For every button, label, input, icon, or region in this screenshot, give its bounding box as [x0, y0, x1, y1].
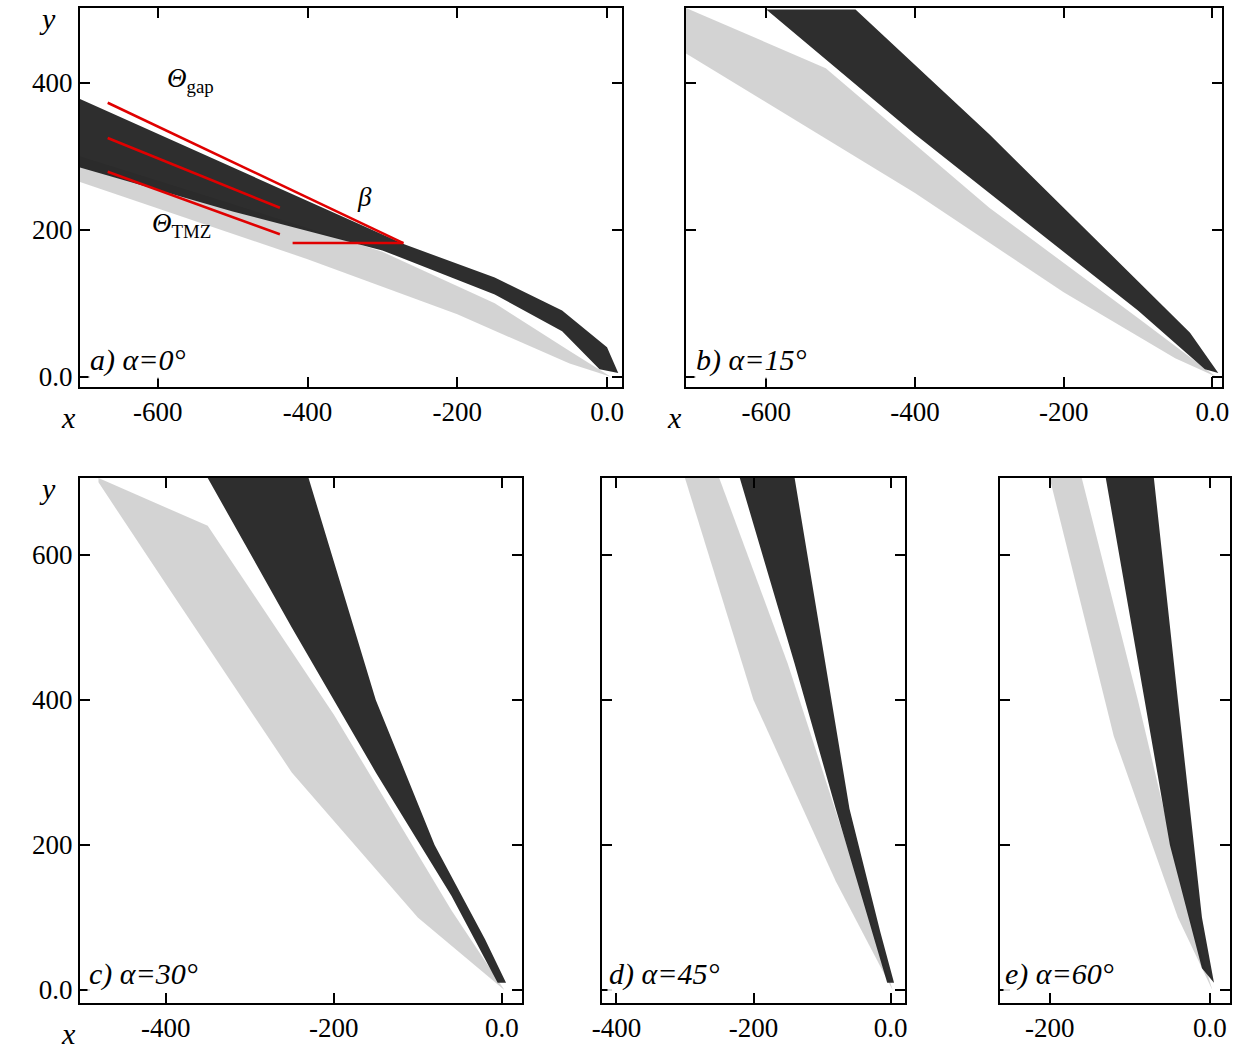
svg-text:x: x	[667, 401, 682, 434]
svg-text:b) α=15°: b) α=15°	[696, 343, 806, 377]
svg-text:0.0: 0.0	[1193, 1013, 1227, 1043]
svg-text:-400: -400	[283, 397, 333, 427]
svg-text:0.0: 0.0	[485, 1013, 519, 1043]
svg-text:-200: -200	[433, 397, 483, 427]
svg-text:-200: -200	[729, 1013, 779, 1043]
svg-text:x: x	[61, 1017, 76, 1050]
svg-text:-200: -200	[1025, 1013, 1075, 1043]
svg-text:0.0: 0.0	[874, 1013, 908, 1043]
svg-text:d) α=45°: d) α=45°	[609, 957, 719, 991]
svg-text:e) α=60°: e) α=60°	[1005, 957, 1114, 991]
svg-text:0.0: 0.0	[590, 397, 624, 427]
svg-text:x: x	[61, 401, 76, 434]
svg-text:600: 600	[32, 540, 73, 570]
svg-text:-600: -600	[742, 397, 792, 427]
svg-text:0.0: 0.0	[39, 975, 73, 1005]
svg-text:-400: -400	[592, 1013, 642, 1043]
svg-text:0.0: 0.0	[1195, 397, 1229, 427]
svg-text:a) α=0°: a) α=0°	[90, 343, 185, 377]
svg-text:Θ​TMZ​: Θ​TMZ​	[152, 208, 211, 242]
svg-text:-200: -200	[309, 1013, 359, 1043]
svg-text:-200: -200	[1039, 397, 1089, 427]
svg-text:-400: -400	[890, 397, 940, 427]
svg-text:c) α=30°: c) α=30°	[89, 957, 198, 991]
svg-text:β: β	[357, 182, 372, 212]
svg-text:200: 200	[32, 215, 73, 245]
svg-text:-600: -600	[133, 397, 183, 427]
svg-text:200: 200	[32, 830, 73, 860]
svg-text:y: y	[39, 472, 56, 505]
svg-text:y: y	[39, 2, 56, 35]
svg-text:Θ​gap​: Θ​gap​	[167, 63, 214, 97]
svg-text:-400: -400	[141, 1013, 191, 1043]
svg-text:0.0: 0.0	[39, 362, 73, 392]
svg-text:400: 400	[32, 68, 73, 98]
svg-text:400: 400	[32, 685, 73, 715]
